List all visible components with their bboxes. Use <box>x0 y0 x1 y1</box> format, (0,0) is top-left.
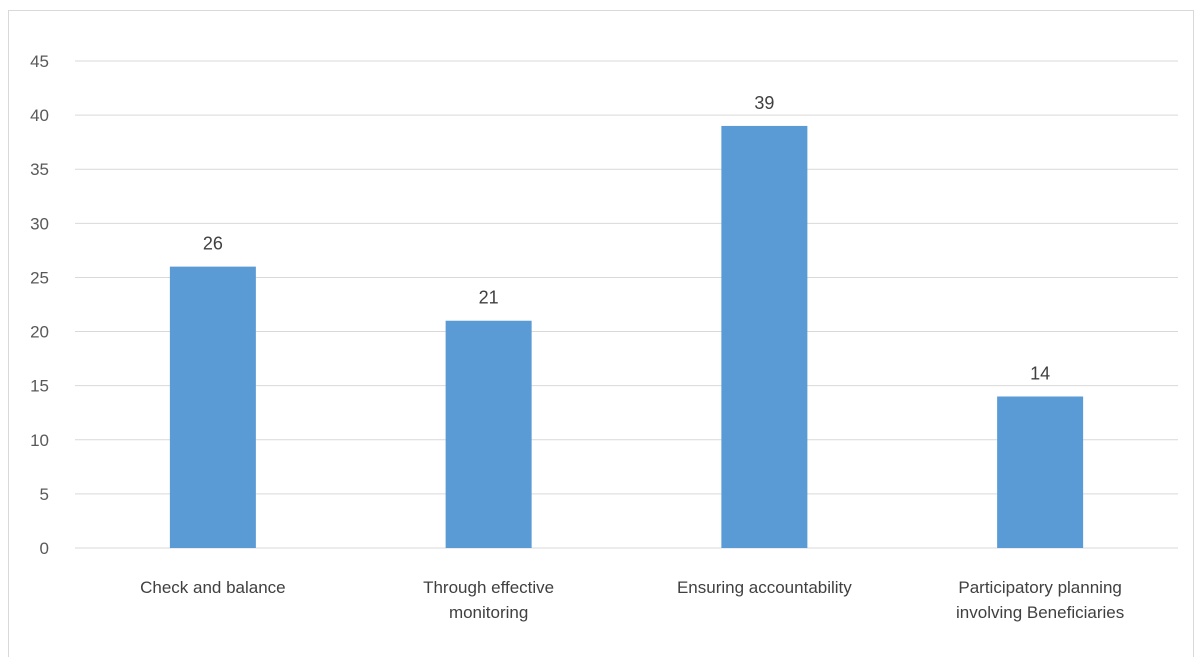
bar <box>445 320 532 548</box>
y-tick-label: 30 <box>30 214 49 233</box>
data-label: 21 <box>479 288 499 308</box>
y-axis-tick-labels: 0 5 10 15 20 25 30 35 40 45 <box>30 52 49 558</box>
category-label: Check and balance <box>140 578 286 597</box>
bar <box>997 396 1084 548</box>
y-tick-label: 40 <box>30 106 49 125</box>
y-tick-label: 20 <box>30 323 49 342</box>
data-labels: 26 21 39 14 <box>203 93 1050 384</box>
bar <box>721 125 808 548</box>
data-label: 26 <box>203 234 223 254</box>
y-tick-label: 25 <box>30 268 49 287</box>
y-tick-label: 15 <box>30 377 49 396</box>
data-label: 39 <box>754 93 774 113</box>
y-tick-label: 35 <box>30 160 49 179</box>
category-label: Participatory planning <box>958 578 1121 597</box>
y-tick-label: 10 <box>30 431 49 450</box>
y-tick-label: 5 <box>40 485 49 504</box>
gridlines <box>75 60 1178 549</box>
y-tick-label: 0 <box>40 539 49 558</box>
y-tick-label: 45 <box>30 52 49 71</box>
data-label: 14 <box>1030 363 1050 383</box>
bar <box>169 266 256 548</box>
category-label: Ensuring accountability <box>677 578 852 597</box>
category-label: monitoring <box>449 603 528 622</box>
category-label: involving Beneficiaries <box>956 603 1124 622</box>
x-axis-category-labels: Check and balance Through effective monito… <box>140 578 1124 622</box>
category-label: Through effective <box>423 578 554 597</box>
bars <box>169 125 1084 548</box>
